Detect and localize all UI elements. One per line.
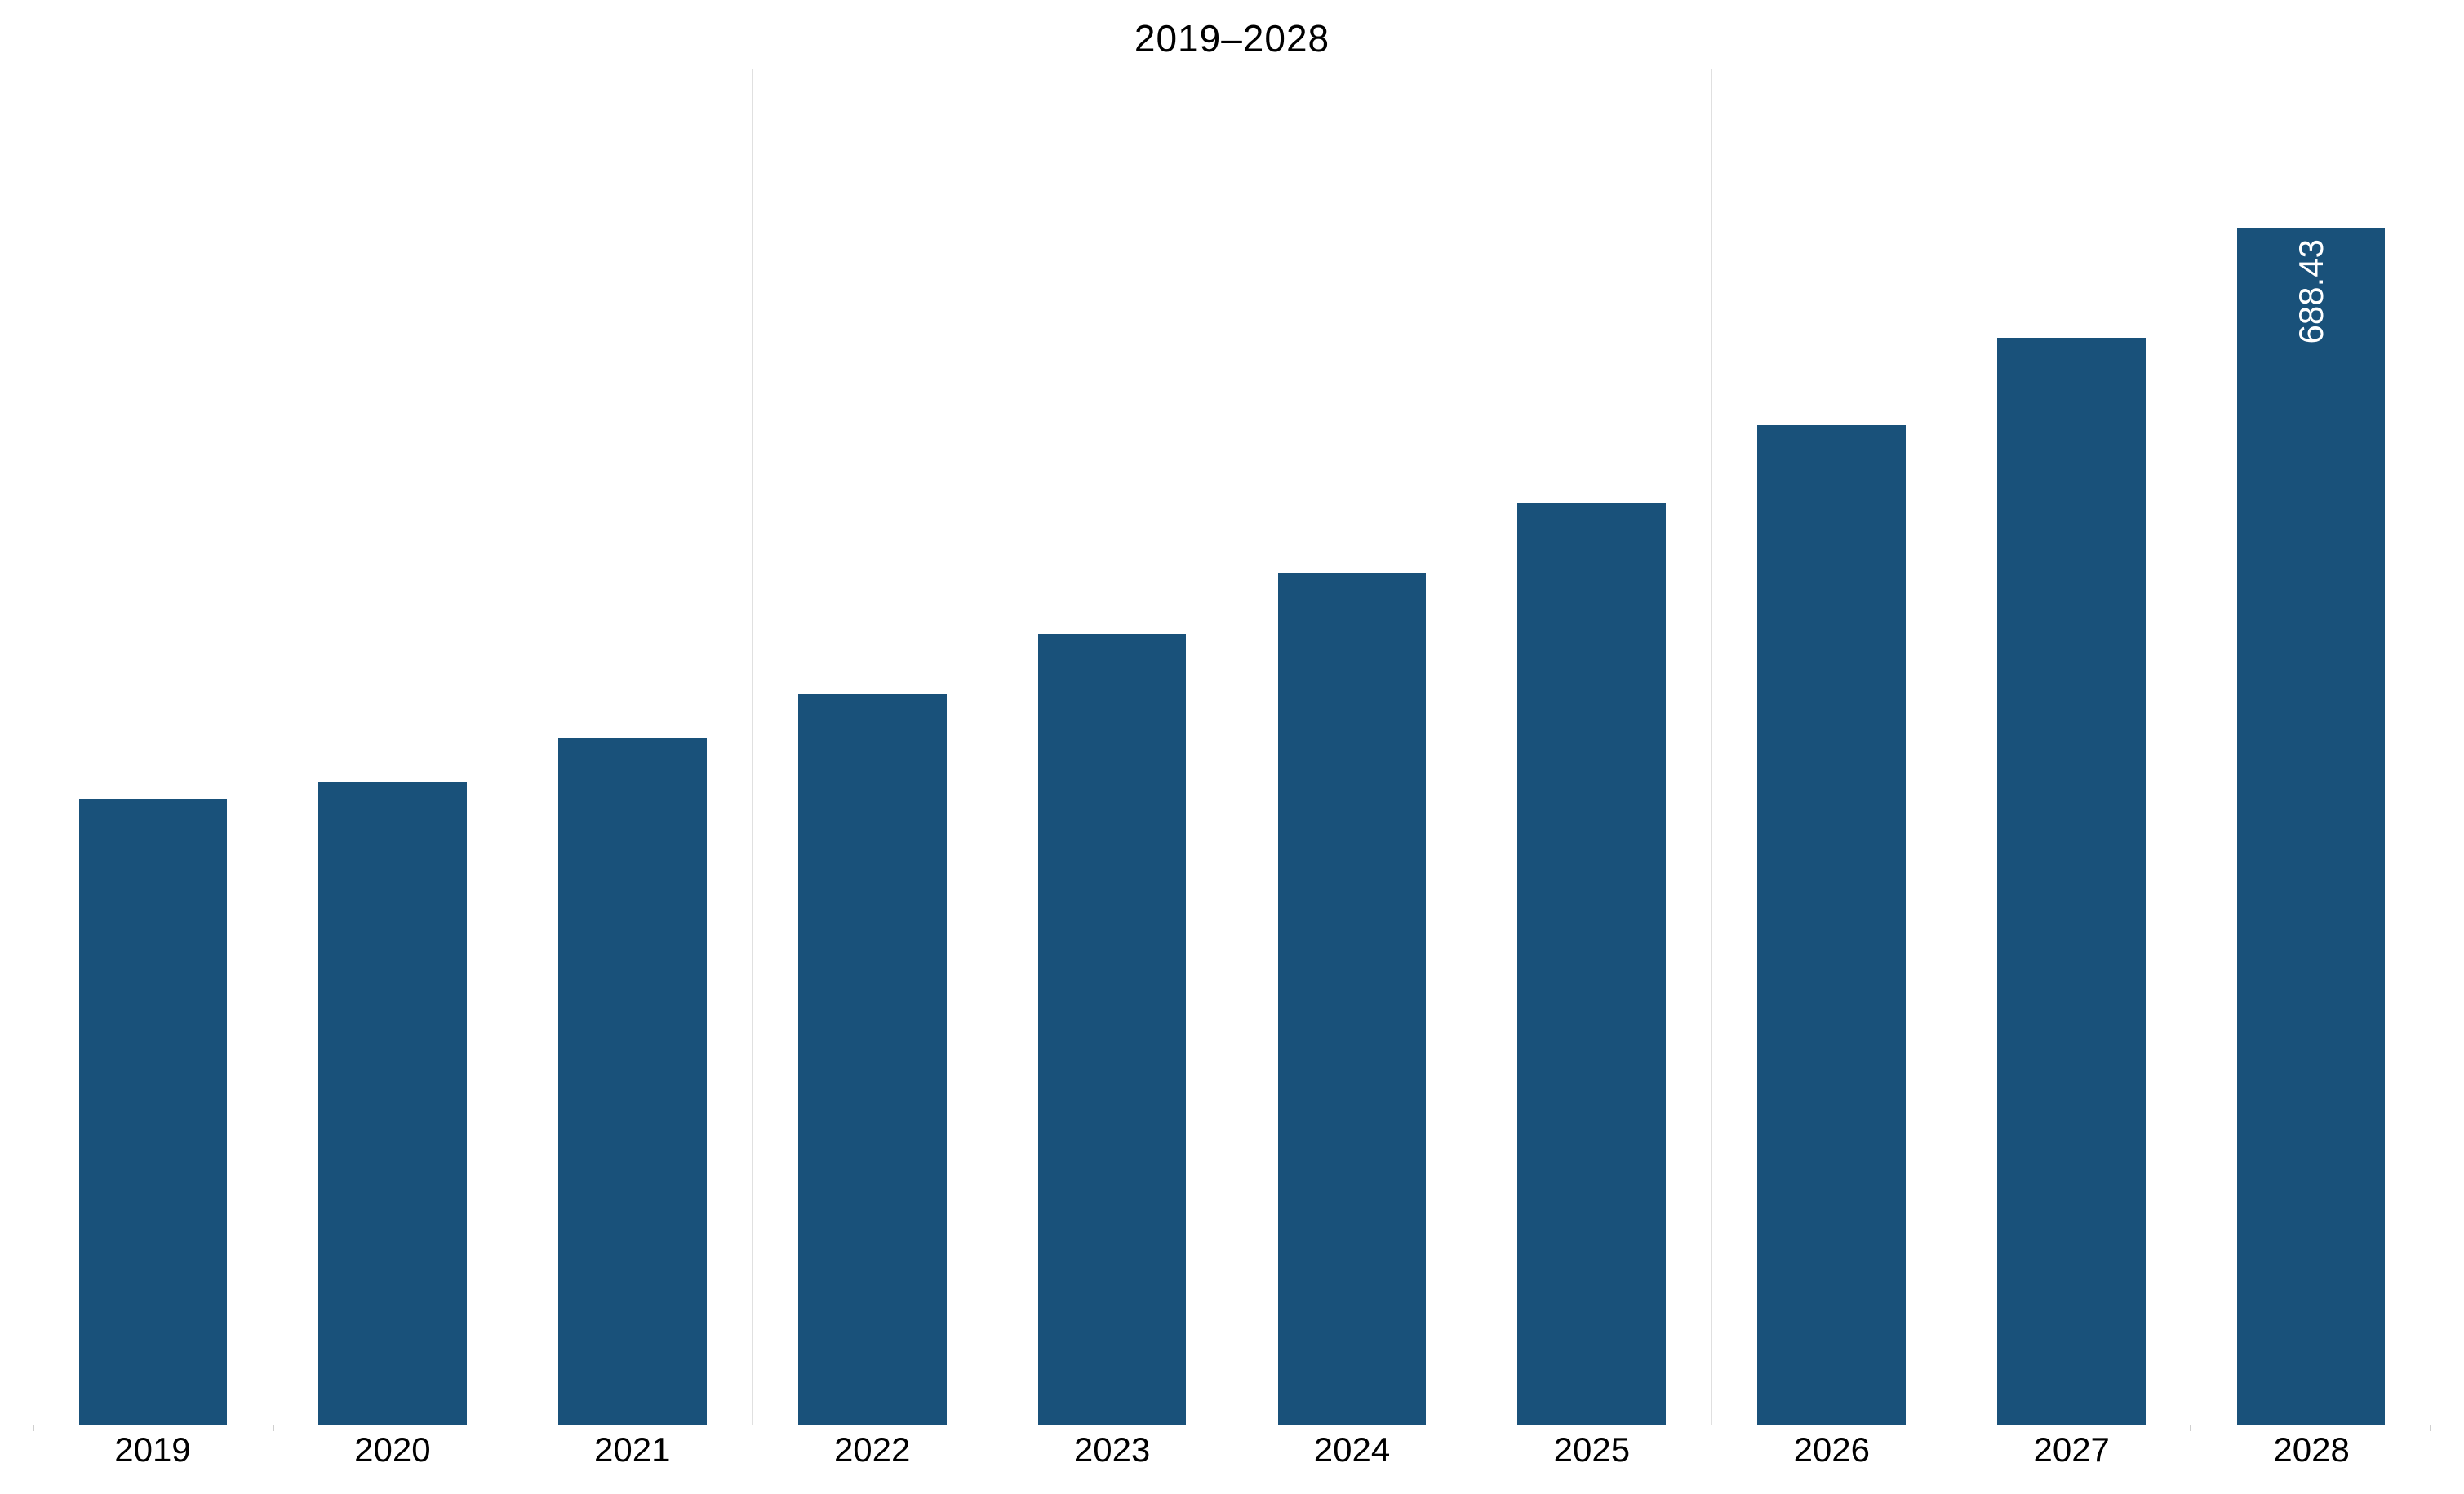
chart-title: 2019–2028	[33, 16, 2431, 60]
bar	[79, 799, 228, 1425]
bar-value-label: 688.43	[2292, 239, 2331, 344]
x-tick-label: 2024	[1232, 1430, 1472, 1470]
bar-slot	[753, 69, 992, 1425]
bar	[1517, 503, 1666, 1425]
x-tick-marks	[33, 1425, 2431, 1431]
x-tick-mark	[2430, 1425, 2431, 1431]
x-tick-mark	[273, 1425, 274, 1431]
x-tick-label: 2025	[1472, 1430, 1711, 1470]
bar-chart: 2019–2028 688.43 20192020202120222023202…	[0, 0, 2464, 1494]
x-tick-label: 2027	[1951, 1430, 2191, 1470]
x-tick-mark	[2190, 1425, 2191, 1431]
bar	[798, 694, 947, 1425]
x-tick-label: 2021	[513, 1430, 753, 1470]
bar-slot	[992, 69, 1232, 1425]
x-tick-label: 2020	[273, 1430, 513, 1470]
bar-slot	[513, 69, 753, 1425]
bar	[318, 782, 467, 1425]
bar-slot	[1951, 69, 2191, 1425]
bar	[1997, 338, 2146, 1425]
x-tick-label: 2022	[753, 1430, 992, 1470]
x-tick-label: 2026	[1711, 1430, 1951, 1470]
bars-container: 688.43	[33, 69, 2431, 1425]
plot-area: 688.43	[33, 69, 2431, 1425]
x-axis: 2019202020212022202320242025202620272028	[33, 1430, 2431, 1470]
x-tick-label: 2019	[33, 1430, 273, 1470]
bar-slot	[33, 69, 273, 1425]
bar	[558, 738, 707, 1425]
bar-slot	[1232, 69, 1472, 1425]
bar	[1757, 425, 1906, 1425]
x-tick-label: 2023	[992, 1430, 1232, 1470]
bar-slot	[1472, 69, 1712, 1425]
bar-slot	[273, 69, 513, 1425]
bar	[1278, 573, 1427, 1425]
x-tick-label: 2028	[2191, 1430, 2431, 1470]
bar-slot	[1712, 69, 1952, 1425]
bar-slot: 688.43	[2191, 69, 2431, 1425]
bar: 688.43	[2237, 228, 2386, 1425]
bar	[1038, 634, 1187, 1425]
x-tick-mark	[33, 1425, 34, 1431]
